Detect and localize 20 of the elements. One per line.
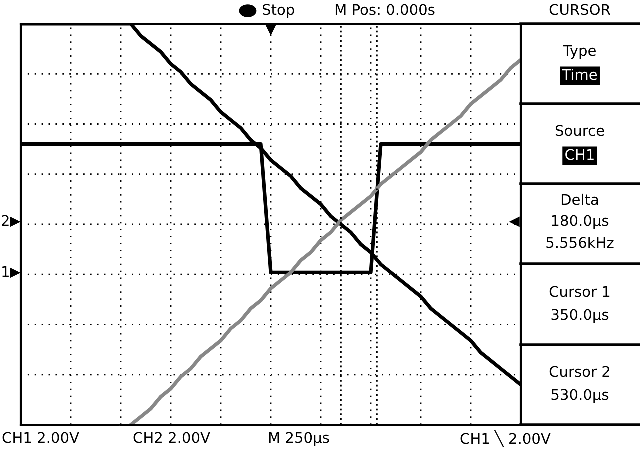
text: Stop xyxy=(262,4,294,18)
text: CURSOR xyxy=(550,4,611,16)
text: CH1 xyxy=(566,149,594,160)
text: M 250µs xyxy=(269,432,330,446)
text: Delta xyxy=(562,194,598,206)
text: Cursor 1 xyxy=(550,286,610,298)
text: Type xyxy=(563,45,596,60)
text: 1 xyxy=(2,266,9,278)
text: 530.0µs xyxy=(552,389,609,404)
text: Cursor 2 xyxy=(550,366,610,378)
text: CH2 2.00V xyxy=(134,432,210,444)
text: Time xyxy=(562,68,598,80)
text: 5.556kHz xyxy=(546,236,614,248)
text: 350.0µs xyxy=(552,309,609,324)
text: CH1 2.00V xyxy=(2,432,80,444)
text: CH1 ╲ 2.00V xyxy=(460,430,551,448)
text: 2 xyxy=(2,215,9,226)
text: M Pos: 0.000s xyxy=(336,4,435,16)
text: 180.0µs xyxy=(552,215,609,230)
text: Source xyxy=(556,125,604,136)
